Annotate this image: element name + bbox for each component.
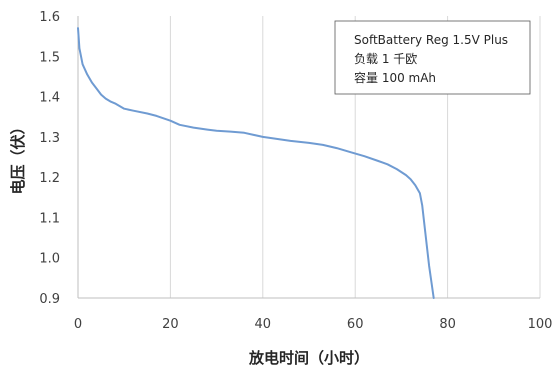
legend-line-3: 容量 100 mAh: [354, 70, 436, 85]
y-axis-title: 电压（伏）: [9, 119, 27, 194]
y-tick-label: 1.3: [39, 131, 60, 146]
x-tick-label: 60: [347, 317, 364, 332]
tick-labels: 0 20 40 60 80 100 0.9 1.0 1.1 1.2 1.3 1.4 1.5 1.6: [39, 10, 552, 332]
y-tick-label: 1.2: [39, 171, 60, 186]
y-tick-label: 1.1: [39, 211, 60, 226]
y-tick-label: 1.6: [39, 10, 60, 25]
x-tick-label: 100: [528, 317, 553, 332]
y-tick-label: 1.5: [39, 50, 60, 65]
legend-box: [334, 20, 531, 95]
x-tick-label: 80: [439, 317, 456, 332]
x-axis-title: 放电时间（小时）: [248, 349, 369, 367]
y-tick-label: 1.0: [39, 252, 60, 267]
axes: [77, 16, 540, 299]
y-tick-label: 0.9: [39, 292, 60, 307]
legend-line-1: SoftBattery Reg 1.5V Plus: [354, 33, 508, 47]
series: [77, 27, 435, 299]
legend: SoftBattery Reg 1.5V Plus 负载 1 千欧 容量 100…: [334, 20, 531, 95]
series-line: [77, 27, 435, 299]
x-tick-label: 20: [162, 317, 179, 332]
legend-line-2: 负载 1 千欧: [354, 52, 417, 66]
y-tick-label: 1.4: [39, 91, 60, 106]
x-tick-label: 40: [255, 317, 272, 332]
x-tick-label: 0: [74, 317, 82, 332]
